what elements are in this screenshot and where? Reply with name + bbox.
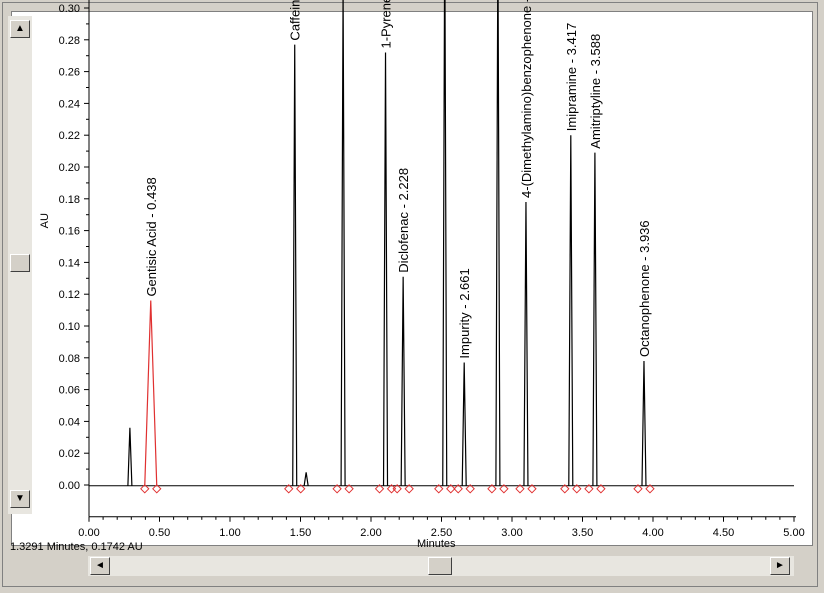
horizontal-scrollbar[interactable]: ◄ ►: [88, 556, 794, 576]
y-tick-label: 0.28: [59, 35, 80, 47]
peak-trace: [382, 52, 389, 486]
peak-label: Diclofenac - 2.228: [396, 168, 411, 273]
vertical-scroll-thumb[interactable]: [10, 254, 30, 272]
y-tick-label: 0.00: [59, 480, 80, 492]
peak-label: Octanophenone - 3.936: [637, 220, 652, 357]
integration-marker: [392, 484, 402, 494]
x-tick-label: 4.50: [713, 527, 734, 539]
y-tick-label: 0.22: [59, 130, 80, 142]
integration-marker: [453, 484, 463, 494]
y-tick-label: 0.08: [59, 353, 80, 365]
peak-label: Imipramine - 3.417: [564, 23, 579, 131]
y-tick-label: 0.14: [59, 257, 80, 269]
integration-marker: [487, 484, 497, 494]
y-tick-label: 0.30: [59, 3, 80, 15]
integration-marker: [404, 484, 414, 494]
peak-label: 1-Pyrenesulfonic Acid - 2.103: [379, 0, 394, 49]
integration-marker: [296, 484, 306, 494]
peak-trace: [568, 135, 574, 486]
y-axis-title: AU: [39, 213, 51, 228]
integration-marker: [140, 484, 150, 494]
integration-marker: [515, 484, 525, 494]
integration-marker: [527, 484, 537, 494]
x-axis-title: Minutes: [417, 538, 456, 550]
integration-marker: [332, 484, 342, 494]
peak-trace: [442, 0, 448, 486]
integration-marker: [560, 484, 570, 494]
peak-trace: [461, 362, 467, 486]
cursor-readout: 1.3291 Minutes, 0.1742 AU: [10, 541, 143, 553]
y-tick-label: 0.20: [59, 162, 80, 174]
integration-marker: [434, 484, 444, 494]
integration-marker: [152, 484, 162, 494]
y-tick-label: 0.06: [59, 385, 80, 397]
x-tick-label: 4.00: [642, 527, 663, 539]
y-tick-label: 0.24: [59, 98, 80, 110]
y-tick-label: 0.02: [59, 448, 80, 460]
x-tick-label: 2.00: [360, 527, 381, 539]
integration-marker: [386, 484, 397, 494]
y-tick-label: 0.04: [59, 416, 80, 428]
minor-peak-trace: [303, 472, 309, 486]
integration-marker: [284, 484, 294, 494]
up-arrow-icon: ▲: [15, 23, 25, 34]
right-arrow-icon: ►: [775, 560, 785, 571]
peak-trace: [641, 360, 647, 486]
y-tick-label: 0.18: [59, 194, 80, 206]
x-tick-label: 1.00: [219, 527, 240, 539]
peak-trace: [292, 44, 298, 486]
peak-trace: [592, 152, 598, 486]
x-tick-label: 3.50: [572, 527, 593, 539]
chromatogram-window: [2, 2, 818, 587]
x-tick-label: 3.00: [501, 527, 522, 539]
y-tick-label: 0.26: [59, 67, 80, 79]
down-arrow-icon: ▼: [15, 493, 25, 504]
peak-label: 4-(Dimethylamino)benzophenone - 3.099: [519, 0, 534, 198]
peak-label: Caffeine - 1.459: [288, 0, 303, 41]
integration-marker: [499, 484, 509, 494]
x-tick-label: 0.50: [149, 527, 170, 539]
integration-marker: [633, 484, 643, 494]
integration-marker: [572, 484, 582, 494]
integration-marker: [465, 484, 475, 494]
horizontal-scroll-thumb[interactable]: [428, 557, 452, 575]
integration-marker: [344, 484, 354, 494]
integration-marker: [596, 484, 606, 494]
integration-marker: [645, 484, 655, 494]
y-tick-label: 0.10: [59, 321, 80, 333]
peak-trace: [144, 300, 158, 486]
plot-panel: [11, 11, 813, 546]
x-tick-label: 1.50: [290, 527, 311, 539]
integration-marker: [584, 484, 594, 494]
peak-label: Gentisic Acid - 0.438: [144, 177, 159, 296]
peak-trace: [400, 276, 406, 486]
peak-trace: [495, 0, 501, 486]
peak-label: Impurity - 2.661: [457, 268, 472, 358]
y-tick-label: 0.16: [59, 226, 80, 238]
scroll-down-button[interactable]: ▼: [10, 490, 30, 508]
scroll-left-button[interactable]: ◄: [90, 557, 110, 575]
minor-peak-trace: [127, 427, 133, 486]
scroll-up-button[interactable]: ▲: [10, 20, 30, 38]
integration-marker: [374, 484, 385, 494]
x-tick-label: 5.00: [783, 527, 804, 539]
peak-trace: [340, 0, 346, 486]
peak-trace: [523, 201, 529, 486]
peak-label: Amitriptyline - 3.588: [588, 34, 603, 149]
scroll-right-button[interactable]: ►: [770, 557, 790, 575]
y-tick-label: 0.12: [59, 289, 80, 301]
x-tick-label: 0.00: [78, 527, 99, 539]
x-tick-label: 2.50: [431, 527, 452, 539]
left-arrow-icon: ◄: [95, 560, 105, 571]
vertical-scrollbar[interactable]: ▲ ▼: [8, 16, 32, 514]
